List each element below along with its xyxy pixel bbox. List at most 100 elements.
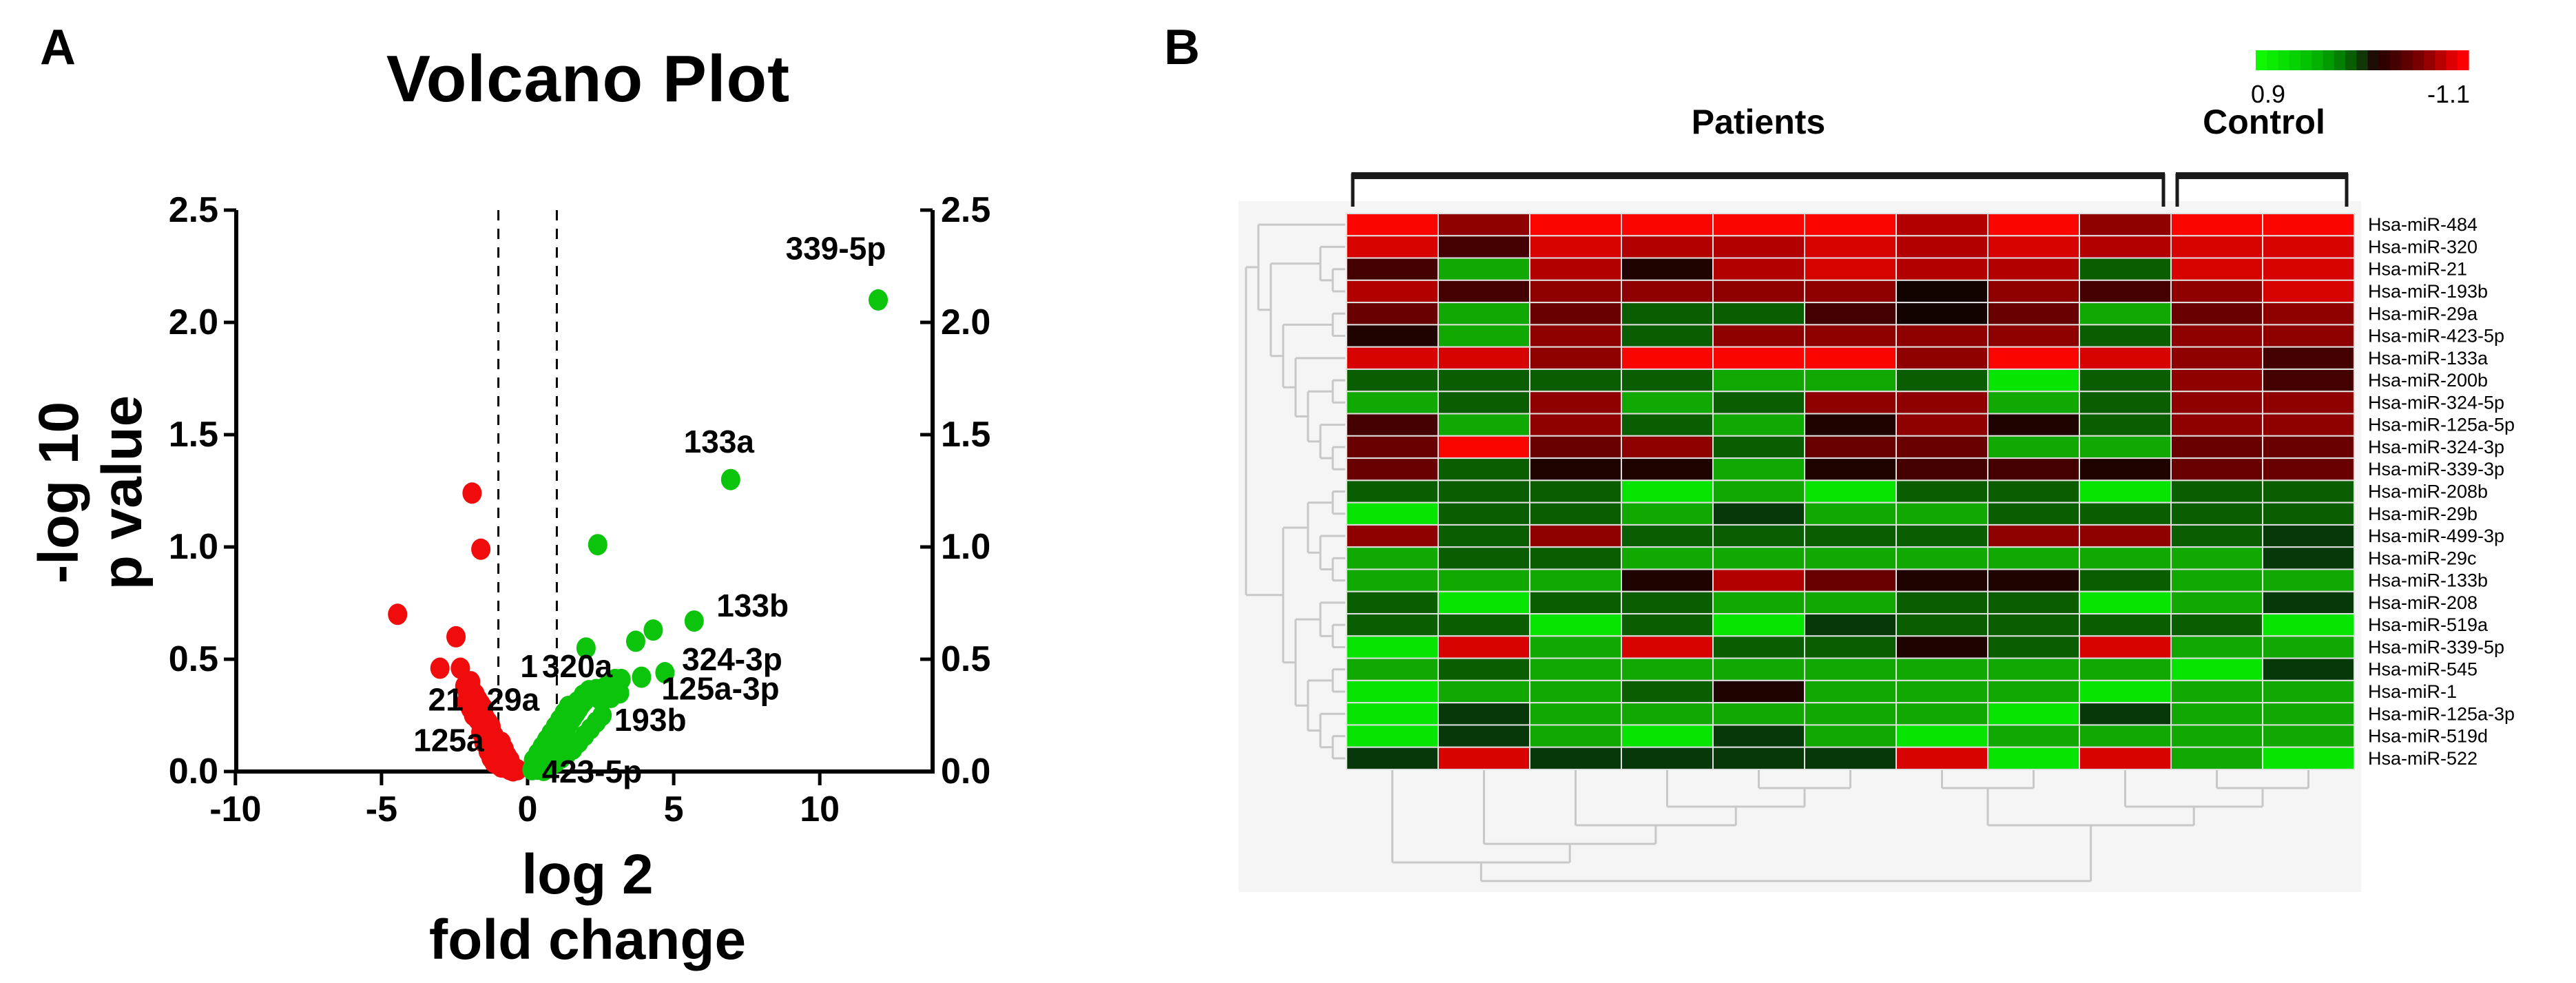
- heatmap-cell: [2262, 324, 2355, 348]
- heatmap-cell: [2079, 213, 2172, 237]
- heatmap-cell: [2170, 746, 2263, 770]
- volcano-point-up: [643, 619, 663, 641]
- heatmap-cell: [1529, 257, 1622, 281]
- heatmap-cell: [2170, 257, 2263, 281]
- heatmap-cell: [1621, 635, 1714, 659]
- heatmap-cell: [1895, 746, 1988, 770]
- heatmap-cell: [2170, 279, 2263, 304]
- volcano-point-label: 1: [520, 648, 538, 684]
- heatmap-cell: [1346, 613, 1439, 637]
- heatmap-cell: [2079, 413, 2172, 437]
- heatmap-cell: [1804, 657, 1897, 681]
- heatmap-cell: [1804, 235, 1897, 259]
- heatmap-cell: [1712, 702, 1805, 726]
- heatmap-cell: [1621, 324, 1714, 348]
- heatmap-cell: [1346, 457, 1439, 482]
- heatmap-cell: [1621, 302, 1714, 326]
- heatmap-cell: [2262, 546, 2355, 570]
- heatmap-cell: [1895, 324, 1988, 348]
- heatmap-cell: [1987, 702, 2080, 726]
- heatmap-cell: [2262, 435, 2355, 459]
- heatmap-cell: [1804, 435, 1897, 459]
- heatmap-cell: [1529, 590, 1622, 615]
- volcano-point-up: [576, 637, 596, 659]
- volcano-point-up: [720, 468, 740, 490]
- heatmap-cell: [2262, 457, 2355, 482]
- heatmap-cell: [1346, 302, 1439, 326]
- heatmap-cell: [1621, 457, 1714, 482]
- heatmap-cell: [1437, 391, 1530, 415]
- y-tick-label-left: 2.0: [169, 302, 218, 342]
- colorbar-segment: [2312, 50, 2324, 70]
- heatmap-cell: [1437, 213, 1530, 237]
- heatmap-cell: [1529, 724, 1622, 748]
- heatmap-cell: [1895, 368, 1988, 393]
- heatmap-cell: [1529, 746, 1622, 770]
- heatmap-cell: [1987, 524, 2080, 548]
- heatmap-row-label: Hsa-miR-125a-5p: [2368, 415, 2515, 435]
- heatmap-cell: [1895, 235, 1988, 259]
- volcano-point-down: [471, 538, 491, 560]
- heatmap-cell: [1987, 324, 2080, 348]
- volcano-point-label: 324-3p: [682, 641, 782, 677]
- heatmap-cell: [2262, 568, 2355, 592]
- heatmap-cell: [2170, 391, 2263, 415]
- heatmap-cell: [1712, 524, 1805, 548]
- heatmap-cell: [2079, 235, 2172, 259]
- heatmap-cell: [1529, 702, 1622, 726]
- x-axis-label-line2: fold change: [428, 909, 747, 972]
- heatmap-cell: [1621, 279, 1714, 304]
- heatmap-cell: [2262, 346, 2355, 370]
- heatmap-cell: [1621, 257, 1714, 281]
- heatmap-cell: [1529, 679, 1622, 704]
- colorbar-segment: [2412, 50, 2424, 70]
- panel-a-letter: A: [40, 20, 76, 75]
- heatmap-cell: [1529, 324, 1622, 348]
- heatmap-row-label: Hsa-miR-133b: [2368, 570, 2488, 591]
- heatmap-cell: [1712, 413, 1805, 437]
- heatmap-cell: [1346, 657, 1439, 681]
- heatmap-cell: [1346, 413, 1439, 437]
- heatmap-cell: [1804, 501, 1897, 526]
- volcano-point-up: [625, 630, 645, 652]
- y-tick-label-right: 1.0: [941, 527, 990, 567]
- colorbar-segment: [2267, 50, 2279, 70]
- heatmap-cell: [1346, 524, 1439, 548]
- heatmap-cell: [1895, 679, 1988, 704]
- volcano-plot: 0.0 0.0 0.5 0.5 1.0 1.0 1.5 1.5 2.0 2.0 2.5 2.5 -10 -…: [169, 190, 991, 829]
- colorbar-segment: [2334, 50, 2346, 70]
- heatmap-cell: [2170, 590, 2263, 615]
- heatmap-cell: [1529, 657, 1622, 681]
- heatmap-cell: [2262, 391, 2355, 415]
- heatmap-cell: [1346, 324, 1439, 348]
- heatmap-cell: [1804, 413, 1897, 437]
- heatmap-cell: [1346, 546, 1439, 570]
- volcano-point-down: [446, 625, 466, 648]
- volcano-point-label: 125a: [413, 722, 484, 758]
- control-bracket: [2176, 172, 2348, 179]
- heatmap-cell: [1621, 702, 1714, 726]
- heatmap-cell: [1621, 501, 1714, 526]
- heatmap-row-label: Hsa-miR-519a: [2368, 614, 2489, 635]
- heatmap-cell: [1346, 590, 1439, 615]
- heatmap-cell: [1437, 302, 1530, 326]
- heatmap-cell: [1437, 590, 1530, 615]
- heatmap-cell: [1712, 279, 1805, 304]
- heatmap-row-label: Hsa-miR-208b: [2368, 482, 2488, 502]
- heatmap-cell: [1895, 302, 1988, 326]
- heatmap-cell: [1529, 524, 1622, 548]
- heatmap-cell: [2079, 479, 2172, 504]
- volcano-point-up: [592, 705, 612, 726]
- heatmap-cell: [2262, 368, 2355, 393]
- heatmap-cell: [1804, 302, 1897, 326]
- heatmap-cell: [1621, 613, 1714, 637]
- heatmap-cell: [1437, 635, 1530, 659]
- heatmap-cell: [2262, 235, 2355, 259]
- heatmap-cell: [1529, 302, 1622, 326]
- heatmap-cell: [1987, 391, 2080, 415]
- heatmap-cell: [1804, 590, 1897, 615]
- heatmap-cell: [1712, 457, 1805, 482]
- heatmap-cell: [2262, 746, 2355, 770]
- heatmap-cell: [1621, 235, 1714, 259]
